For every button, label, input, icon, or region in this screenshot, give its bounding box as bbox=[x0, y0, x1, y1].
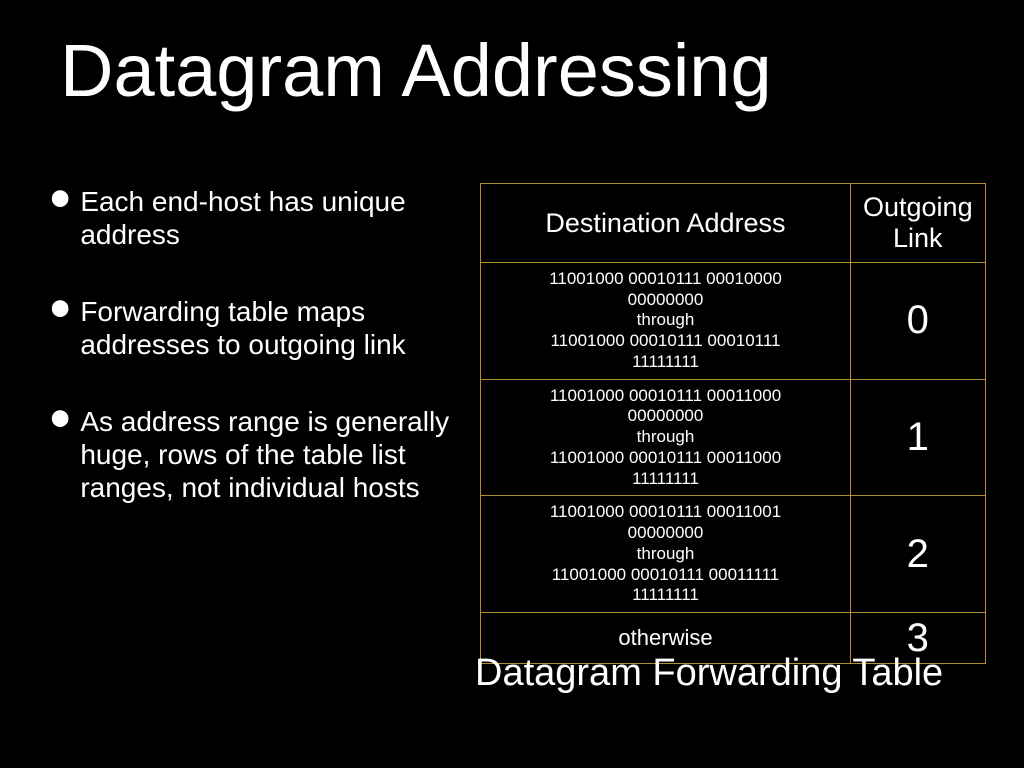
table-row: 11001000 00010111 0001100100000000throug… bbox=[481, 496, 986, 613]
bullet-icon: • bbox=[50, 403, 70, 435]
table-container: Destination Address Outgoing Link 110010… bbox=[470, 183, 1024, 664]
link-cell: 2 bbox=[851, 496, 986, 613]
bullet-text: As address range is generally huge, rows… bbox=[80, 403, 470, 504]
bullet-item: • Forwarding table maps addresses to out… bbox=[50, 293, 470, 361]
destination-cell: 11001000 00010111 0001000000000000throug… bbox=[481, 263, 851, 380]
bullet-text: Forwarding table maps addresses to outgo… bbox=[80, 293, 470, 361]
content-area: • Each end-host has unique address • For… bbox=[0, 113, 1024, 664]
link-cell: 0 bbox=[851, 263, 986, 380]
table-header-row: Destination Address Outgoing Link bbox=[481, 184, 986, 263]
forwarding-table: Destination Address Outgoing Link 110010… bbox=[480, 183, 986, 664]
header-link: Outgoing Link bbox=[851, 184, 986, 263]
bullet-item: • Each end-host has unique address bbox=[50, 183, 470, 251]
bullet-item: • As address range is generally huge, ro… bbox=[50, 403, 470, 504]
slide-title: Datagram Addressing bbox=[0, 0, 1024, 113]
table-row: 11001000 00010111 0001100000000000throug… bbox=[481, 379, 986, 496]
header-destination: Destination Address bbox=[481, 184, 851, 263]
link-cell: 1 bbox=[851, 379, 986, 496]
table-row: 11001000 00010111 0001000000000000throug… bbox=[481, 263, 986, 380]
bullet-list: • Each end-host has unique address • For… bbox=[0, 183, 470, 664]
destination-cell: 11001000 00010111 0001100000000000throug… bbox=[481, 379, 851, 496]
bullet-icon: • bbox=[50, 293, 70, 325]
bullet-icon: • bbox=[50, 183, 70, 215]
bullet-text: Each end-host has unique address bbox=[80, 183, 470, 251]
table-caption: Datagram Forwarding Table bbox=[475, 652, 943, 695]
destination-cell: 11001000 00010111 0001100100000000throug… bbox=[481, 496, 851, 613]
